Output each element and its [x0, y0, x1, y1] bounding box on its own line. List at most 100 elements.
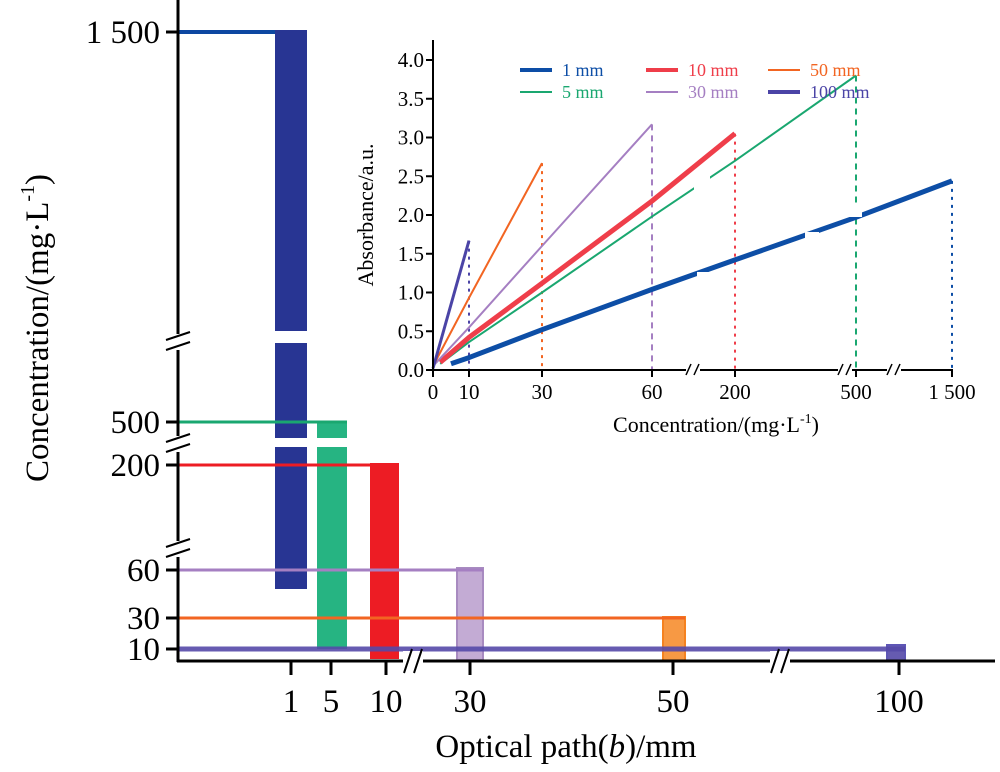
inset-x-axis-break: [685, 363, 700, 376]
axis-break-gap: [887, 367, 901, 373]
main-reference-lines: [178, 30, 905, 652]
range-bar-30mm: [456, 567, 484, 661]
range-bar-segment: [317, 421, 347, 438]
legend-item-100mm: 100 mm: [768, 82, 870, 102]
axis-break-slash: [780, 648, 790, 674]
main-y-axis-break: [165, 433, 191, 453]
series-line-10mm: [438, 131, 737, 365]
inset-y-axis-label: Absorbance/a.u.: [353, 144, 378, 287]
main-y-axis-break: [165, 331, 191, 351]
inset-legend: 1 mm 10 mm 50 mm 5 mm 30 mm 100 mm: [520, 60, 870, 102]
axis-break-slash: [165, 433, 191, 443]
series-line-1mm: [450, 178, 953, 367]
axis-break-slash: [845, 363, 852, 376]
legend-item-5mm: 5 mm: [520, 82, 604, 102]
range-bar-50mm: [662, 616, 686, 662]
axis-break-gap: [403, 651, 423, 671]
axis-break-slash: [886, 363, 893, 376]
main-x-tick-label: 10: [370, 684, 403, 720]
inset-y-tick-label: 4.0: [398, 48, 424, 72]
range-bar-1mm: [275, 30, 307, 589]
main-y-tick-label: 500: [111, 405, 161, 441]
range-bar: [456, 567, 484, 661]
series-line-5mm: [439, 74, 857, 365]
main-x-axis-label: Optical path(b)/mm: [435, 729, 697, 765]
range-bar: [662, 616, 686, 662]
inset-x-axis-label: Concentration/(mg·L-1): [613, 412, 819, 437]
inset-y-tick-label: 2.5: [398, 164, 424, 188]
axis-break-slash: [685, 363, 692, 376]
legend-item-10mm: 10 mm: [646, 60, 739, 80]
axis-break-gap: [838, 367, 852, 373]
main-x-axis-break: [403, 648, 423, 674]
range-bar-segment: [275, 447, 307, 589]
axis-break-slash: [894, 363, 901, 376]
legend-item-30mm: 30 mm: [646, 82, 739, 102]
series-break-gaps: [694, 176, 862, 284]
main-y-axis-break: [165, 538, 191, 558]
inset-y-tick-label: 1.5: [398, 242, 424, 266]
legend-label: 10 mm: [688, 60, 739, 80]
inset-x-axis-break: [837, 363, 852, 376]
series-break-gap: [697, 184, 711, 198]
inset-x-tick-label: 200: [719, 380, 751, 404]
inset-y-tick-label: 0.5: [398, 319, 424, 343]
series-line-100mm: [431, 240, 471, 369]
main-bars: [275, 30, 906, 662]
series-break-gap: [848, 205, 862, 217]
inset-x-tick-label: 0: [428, 380, 439, 404]
series-line-30mm: [432, 123, 653, 367]
axis-break-slash: [165, 443, 191, 453]
inset-series-lines: [431, 74, 953, 369]
axis-break-slash: [165, 341, 191, 351]
inset-x-tick-label: 60: [642, 380, 663, 404]
main-y-tick-label: 60: [127, 553, 160, 589]
axis-break-gap: [770, 651, 790, 671]
axis-break-slash: [837, 363, 844, 376]
inset-y-tick-label: 0.0: [398, 358, 424, 382]
axis-break-gap: [686, 367, 700, 373]
legend-label: 50 mm: [810, 60, 861, 80]
inset-x-tick-label: 30: [532, 380, 553, 404]
main-y-axis-label: Concentration/(mg·L-1): [17, 174, 56, 482]
axis-break-slash: [165, 331, 191, 341]
main-x-ticks: 1 5 10 30 50 100: [283, 661, 924, 720]
inset-x-tick-label: 1 500: [928, 380, 975, 404]
inset-axes: [432, 40, 953, 376]
axis-break-slash: [403, 648, 413, 674]
inset-x-tick-label: 500: [840, 380, 872, 404]
main-y-tick-label: 30: [127, 601, 160, 637]
inset-y-tick-label: 3.0: [398, 126, 424, 150]
inset-y-tick-label: 2.0: [398, 203, 424, 227]
series-break-gap: [805, 232, 819, 246]
legend-label: 30 mm: [688, 82, 739, 102]
inset-y-ticks: 0.0 0.5 1.0 1.5 2.0 2.5 3.0 3.5 4.0: [398, 48, 433, 382]
main-y-tick-label: 200: [111, 448, 161, 484]
inset-x-tick-label: 10: [459, 380, 480, 404]
inset-x-ticks: 0 10 30 60 200 500 1 500: [428, 370, 976, 404]
axis-break-slash: [770, 648, 780, 674]
range-bar-10mm: [370, 463, 399, 659]
range-bar-segment: [275, 343, 307, 438]
axis-break-slash: [693, 363, 700, 376]
legend-label: 100 mm: [810, 82, 870, 102]
main-x-tick-label: 5: [323, 684, 340, 720]
range-bar-segment: [317, 447, 347, 649]
legend-item-1mm: 1 mm: [520, 60, 604, 80]
axis-break-slash: [165, 548, 191, 558]
inset-x-axis-break: [886, 363, 901, 376]
range-bar: [370, 463, 399, 659]
legend-item-50mm: 50 mm: [768, 60, 861, 80]
series-break-gap: [697, 272, 711, 284]
main-x-axis-break: [770, 648, 790, 674]
range-bar-segment: [275, 30, 307, 331]
main-x-tick-label: 1: [283, 684, 300, 720]
main-axes: [165, 0, 995, 674]
main-x-tick-label: 30: [454, 684, 487, 720]
inset-drop-lines: [468, 75, 953, 370]
legend-label: 1 mm: [562, 60, 604, 80]
series-line-50mm: [432, 162, 543, 367]
